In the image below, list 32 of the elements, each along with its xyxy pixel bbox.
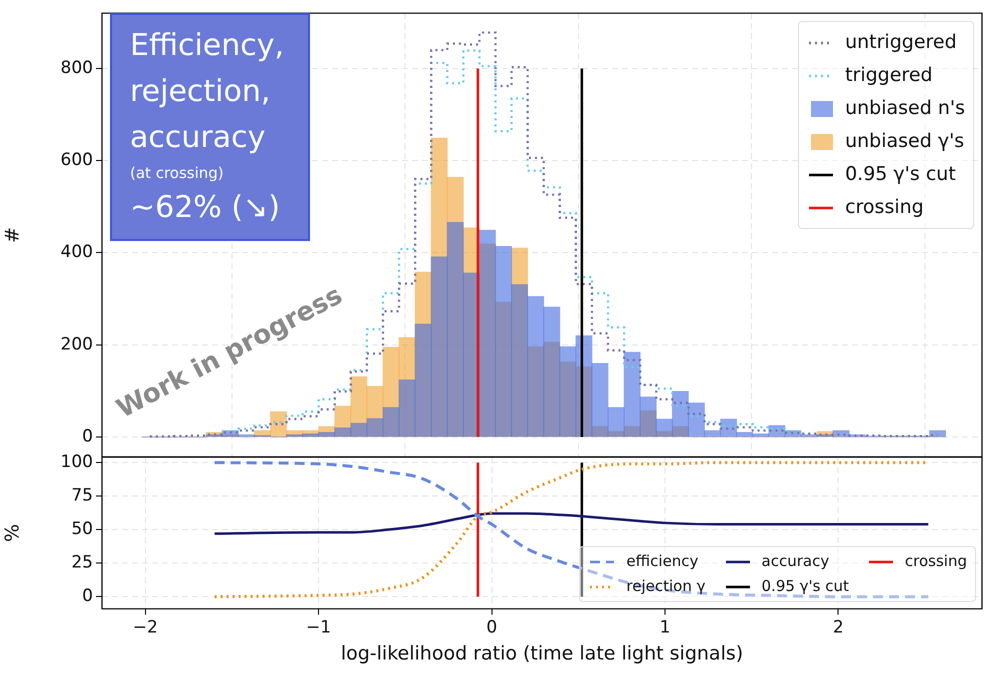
legend-label: crossing [904,551,967,572]
legend-label: rejection γ [626,576,706,598]
annotation: ~62% (↘) [130,189,281,227]
x-axis-title: log-likelihood ratio (time late light signals) [340,642,744,664]
legend-label: accuracy [762,551,830,572]
y-tick-label: 600 [60,150,93,170]
x-tick-label: −1 [306,617,332,638]
y-axis-title: # [1,227,24,243]
legend-label: efficiency [626,551,698,572]
y-tick-label: 0 [82,586,93,606]
x-tick-label: −2 [132,617,158,638]
y-tick-label: 800 [60,58,93,78]
legend-label: unbiased n's [845,96,965,122]
legend-label: crossing [845,195,924,220]
legend-label: 0.95 γ's cut [845,162,956,188]
y-tick-label: 0 [82,426,93,446]
legend-label: 0.95 γ's cut [762,576,849,598]
annotation: Efficiency, rejection, accuracy [130,27,286,157]
x-tick-label: 2 [832,617,844,638]
y-axis-title: % [1,524,24,542]
y-tick-label: 400 [60,242,93,262]
y-tick-label: 200 [60,334,93,354]
x-tick-label: 1 [660,617,670,638]
annotation: (at crossing) [130,163,225,184]
legend-label: untriggered [845,30,957,56]
x-tick-label: 0 [486,617,498,638]
y-tick-label: 100 [60,452,93,472]
y-tick-label: 50 [71,518,93,539]
legend-label: triggered [845,63,933,88]
legend-label: unbiased γ's [845,129,964,154]
y-tick-label: 25 [71,552,93,572]
y-tick-label: 75 [71,485,93,506]
